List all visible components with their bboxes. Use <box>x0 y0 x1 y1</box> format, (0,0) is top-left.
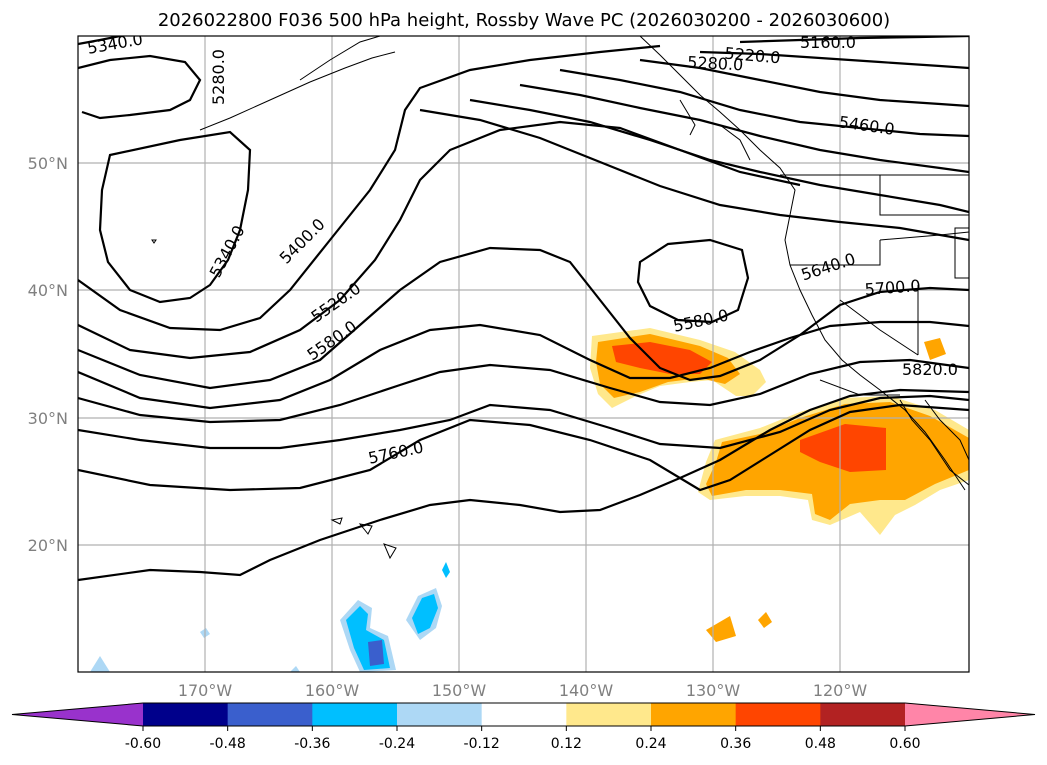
graticule <box>78 36 969 672</box>
contour-5280-east <box>639 58 969 108</box>
contour-5400 <box>78 44 661 332</box>
contour-5580 <box>78 320 969 410</box>
lat-label: 20°N <box>28 536 68 555</box>
contour-5760 <box>78 403 969 492</box>
coastlines <box>151 36 969 560</box>
colorbar-bin <box>820 703 906 726</box>
contour-5220 <box>699 50 969 70</box>
anomaly-region-small <box>758 612 772 628</box>
contour-5400-ne <box>519 83 969 174</box>
contour-label: 5820.0 <box>902 360 958 379</box>
colorbar-tick-label: 0.24 <box>635 736 666 752</box>
negative-anomaly-shading <box>90 562 450 672</box>
colorbar-bin <box>312 703 398 726</box>
anomaly-region-negative <box>290 666 300 672</box>
colorbar-bin <box>651 703 737 726</box>
lat-label: 30°N <box>28 409 68 428</box>
colorbar-tick-label: 0.36 <box>720 736 751 752</box>
lon-label: 140°W <box>559 681 614 700</box>
colorbar-tick-label: 0.48 <box>805 736 836 752</box>
anomaly-region-negative <box>368 640 384 666</box>
anomaly-region-central <box>612 342 712 374</box>
contour-5820 <box>78 388 969 582</box>
contour-5460 <box>469 98 969 214</box>
lon-label: 130°W <box>686 681 741 700</box>
longitude-labels: 170°W 160°W 150°W 140°W 130°W 120°W <box>178 681 868 700</box>
height-contours <box>78 36 969 582</box>
anomaly-region-negative <box>412 594 438 634</box>
contour-5460-west <box>78 120 801 360</box>
colorbar-bin <box>566 703 652 726</box>
colorbar-tick-label: -0.60 <box>125 736 161 752</box>
colorbar-bin <box>735 703 821 726</box>
lon-label: 170°W <box>178 681 233 700</box>
latitude-labels: 50°N 40°N 30°N 20°N <box>28 154 68 555</box>
positive-anomaly-shading <box>590 328 969 642</box>
contour-5580-loop <box>636 238 750 324</box>
colorbar-extend-high <box>905 703 1035 726</box>
lon-label: 120°W <box>813 681 868 700</box>
map-area: 5340.0 5280.0 5220.0 5160.0 5280.0 5460.… <box>78 33 969 672</box>
colorbar-tick-label: 0.12 <box>551 736 582 752</box>
contour-5640 <box>78 358 969 424</box>
lat-label: 40°N <box>28 281 68 300</box>
contour-label: 5280.0 <box>687 53 744 75</box>
contour-5340-west <box>78 36 121 46</box>
contour-5280-west <box>78 54 202 120</box>
anomaly-region-negative <box>442 562 450 578</box>
colorbar-tick-label: 0.60 <box>889 736 920 752</box>
colorbar-tick-label: -0.48 <box>210 736 246 752</box>
lon-label: 160°W <box>305 681 360 700</box>
anomaly-region-small <box>924 338 946 360</box>
anomaly-region-negative <box>90 656 110 672</box>
contour-5160 <box>739 36 969 44</box>
anomaly-region-baja <box>800 424 886 472</box>
lon-label: 150°W <box>432 681 487 700</box>
map-frame <box>77 35 970 673</box>
colorbar-bin <box>397 703 483 726</box>
map-title: 2026022800 F036 500 hPa height, Rossby W… <box>158 10 890 31</box>
contour-label: 5160.0 <box>800 33 856 52</box>
contour-5340-loop <box>98 130 252 304</box>
colorbar-tick-label: -0.36 <box>294 736 330 752</box>
colorbar: -0.60 -0.48 -0.36 -0.24 -0.12 0.12 0.24 0.36 0.4… <box>11 702 1036 752</box>
colorbar-bin <box>227 703 313 726</box>
contour-5520-west <box>78 246 969 390</box>
colorbar-extend-low <box>12 703 143 726</box>
colorbar-tick-label: -0.24 <box>379 736 415 752</box>
contour-label: 5700.0 <box>864 276 921 299</box>
colorbar-bin <box>481 703 567 726</box>
contour-5700 <box>78 394 969 450</box>
colorbar-tick-label: -0.12 <box>464 736 500 752</box>
colorbar-bin <box>143 703 229 726</box>
contour-label: 5220.0 <box>724 44 781 68</box>
contour-label: 5280.0 <box>209 49 228 105</box>
lat-label: 50°N <box>28 154 68 173</box>
contour-5340-ne <box>559 68 969 138</box>
